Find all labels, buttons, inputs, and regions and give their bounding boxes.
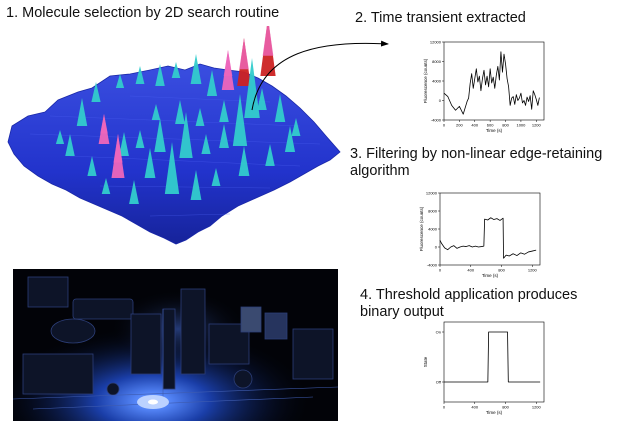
peak-16 — [119, 132, 129, 156]
x-tick-label: 800 — [498, 268, 505, 273]
x-tick-label: 0 — [439, 268, 442, 273]
y-tick-label: 4000 — [432, 78, 442, 83]
optics-equipment — [22, 276, 334, 396]
y-tick-label: -4000 — [427, 262, 438, 267]
y-axis-label: Fluorescence (counts) — [423, 58, 428, 103]
peak-1 — [91, 82, 101, 102]
x-tick-label: 1200 — [528, 268, 538, 273]
x-tick-label: 1200 — [532, 405, 542, 410]
peak-37 — [151, 104, 161, 120]
peak-3 — [135, 66, 145, 84]
y-tick-label: 12000 — [430, 39, 442, 44]
peak-38 — [195, 108, 205, 126]
chart-binary-output: 0 400 800 1200 Off On Time (s) State — [423, 321, 545, 415]
y-tick-label: 12000 — [426, 190, 438, 195]
y-tick-label: 8000 — [428, 208, 438, 213]
molecule-surface-plot — [7, 26, 341, 245]
peak-27 — [211, 168, 221, 186]
y-axis-label: State — [423, 356, 428, 367]
x-tick-label: 200 — [456, 123, 463, 128]
chart-time-transient: 0 200 400 600 800 1000 1200-400004000800012000… — [423, 39, 545, 133]
step-2-label: 2. Time transient extracted — [355, 10, 526, 26]
y-tick-label: Off — [436, 379, 442, 384]
x-tick-label: 800 — [502, 405, 509, 410]
peak-26 — [190, 170, 202, 200]
y-tick-label: -4000 — [431, 117, 442, 122]
peak-2 — [115, 74, 125, 88]
y-tick-label: 0 — [435, 244, 438, 249]
optics-rails — [13, 309, 338, 410]
peak-0 — [76, 98, 88, 126]
peak-22 — [232, 94, 248, 146]
peak-28 — [238, 146, 250, 176]
x-axis-label: Time (s) — [486, 410, 503, 415]
peak-32 — [265, 144, 275, 166]
surface-mesh — [7, 63, 341, 245]
peak-20 — [201, 134, 211, 154]
peak-4 — [155, 64, 165, 86]
peak-36 — [175, 100, 185, 124]
peak-17 — [135, 130, 145, 148]
peak-29 — [65, 134, 75, 156]
peak-24 — [144, 148, 156, 178]
surface-texture — [29, 95, 321, 217]
peak-31 — [87, 156, 97, 176]
peak-21 — [219, 124, 229, 148]
x-axis-label: Time (s) — [486, 128, 503, 133]
x-tick-label: 0 — [443, 405, 446, 410]
fluorescence-peaks — [55, 26, 301, 204]
peak-35 — [101, 178, 111, 194]
peak-25 — [164, 142, 180, 194]
y-tick-label: 4000 — [428, 226, 438, 231]
x-tick-label: 400 — [471, 405, 478, 410]
x-tick-label: 600 — [487, 123, 494, 128]
peak-19 — [179, 112, 193, 158]
x-tick-label: 1200 — [532, 123, 542, 128]
peak-33 — [284, 126, 296, 152]
y-tick-label: On — [436, 329, 441, 334]
x-tick-label: 800 — [502, 123, 509, 128]
microscope-setup-photo — [13, 269, 338, 421]
peak-18 — [154, 118, 166, 152]
series-line — [439, 217, 537, 259]
x-tick-label: 1000 — [516, 123, 526, 128]
peak-6 — [190, 54, 202, 84]
peak-5 — [171, 62, 181, 78]
step-4-label: 4. Threshold application produces binary… — [360, 287, 578, 320]
x-tick-label: 400 — [471, 123, 478, 128]
x-tick-label: 400 — [467, 268, 474, 273]
step-3-label: 3. Filtering by non-linear edge-retainin… — [350, 146, 603, 179]
x-tick-label: 0 — [443, 123, 446, 128]
peak-30 — [55, 130, 65, 144]
peak-39 — [219, 100, 229, 122]
peak-7 — [206, 70, 218, 96]
y-tick-label: 0 — [439, 98, 442, 103]
plot-frame — [443, 321, 545, 403]
peak-34 — [129, 180, 139, 204]
series-line — [444, 331, 541, 383]
peak-14 — [291, 118, 301, 136]
step-1-label: 1. Molecule selection by 2D search routi… — [6, 5, 280, 21]
series-line — [443, 51, 540, 115]
y-tick-label: 8000 — [432, 59, 442, 64]
y-axis-label: Fluorescence (counts) — [419, 206, 424, 251]
x-axis-label: Time (s) — [482, 273, 499, 278]
